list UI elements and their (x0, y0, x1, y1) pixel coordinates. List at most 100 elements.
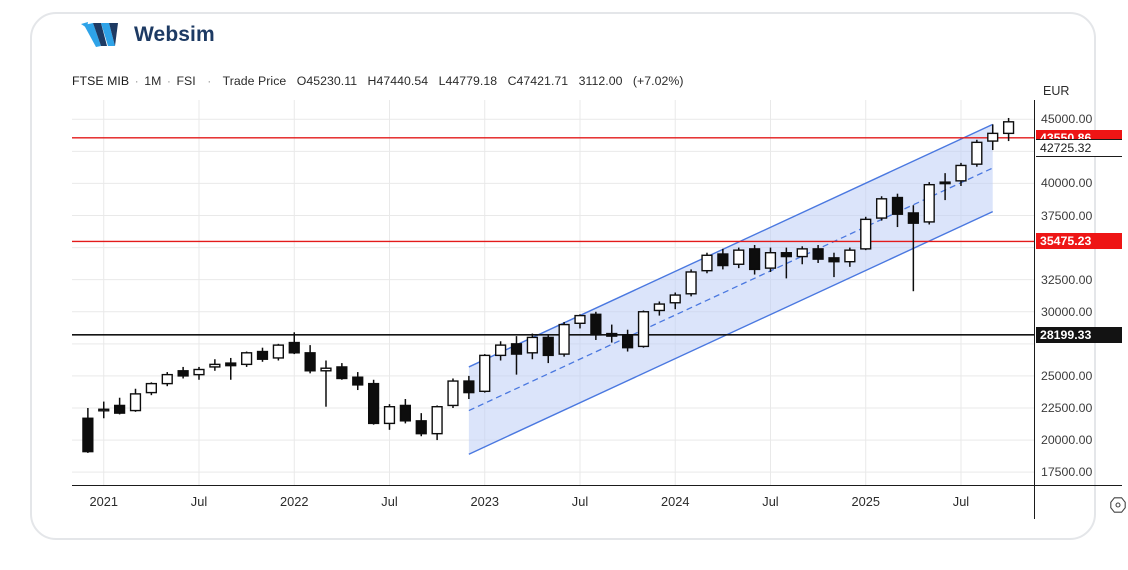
candle (891, 193, 904, 228)
candle (717, 248, 729, 270)
candle-body (225, 362, 237, 367)
candle-body (336, 366, 348, 380)
candle-body (177, 370, 189, 377)
time-tick: 2022 (280, 494, 309, 509)
candle (288, 332, 300, 355)
candle-body (129, 393, 142, 412)
candle-body (669, 294, 681, 304)
price-tick: 17500.00 (1041, 465, 1093, 480)
candle-body (320, 367, 332, 372)
candle (415, 413, 427, 437)
candle-body (637, 311, 650, 348)
candle (923, 182, 935, 225)
timescale-divider (1034, 485, 1036, 519)
candle (431, 405, 443, 441)
candle (304, 345, 316, 374)
price-tick: 30000.00 (1041, 304, 1093, 319)
candle (621, 329, 634, 352)
legend-close-value: 47421.71 (516, 74, 569, 88)
candle (653, 301, 665, 316)
candle-body (479, 354, 491, 393)
legend-interval[interactable]: 1M (144, 74, 162, 88)
candle (114, 397, 126, 415)
candle-body (987, 132, 999, 142)
candle-body (574, 314, 586, 325)
candle-body (860, 218, 872, 250)
time-tick: 2025 (851, 494, 880, 509)
price-tick: 20000.00 (1041, 433, 1093, 448)
candle-body (367, 382, 380, 425)
candle-body (717, 253, 729, 267)
candle (558, 322, 570, 357)
candle-body (494, 344, 507, 357)
candle (828, 252, 840, 278)
price-tick: 37500.00 (1041, 208, 1093, 223)
candle-body (510, 343, 523, 355)
candle (875, 196, 888, 221)
candle-body (542, 336, 554, 357)
candle-body (685, 271, 697, 295)
time-tick: Jul (952, 494, 970, 509)
candle-body (875, 198, 888, 219)
candle (860, 216, 872, 251)
candle (987, 124, 999, 151)
time-tick: Jul (571, 494, 589, 509)
brand-name: Websim (134, 23, 215, 46)
chart-legend[interactable]: FTSE MIB · 1M · FSI · Trade Price O45230… (72, 74, 684, 88)
regression-channel-midline (468, 167, 993, 412)
candle (1002, 117, 1015, 142)
brand-logo[interactable]: Websim (80, 20, 215, 50)
crosshair-target-icon[interactable] (1109, 496, 1127, 514)
candle-body (1002, 121, 1015, 135)
time-tick: 2024 (660, 494, 690, 509)
time-tick: 2021 (89, 494, 118, 509)
candle-body (764, 252, 777, 269)
candle-body (399, 404, 411, 422)
price-scale[interactable]: EUR 45000.00 40000.00 37500.00 32500.00 3000… (1034, 84, 1122, 485)
legend-change-abs: 3112.00 (578, 74, 623, 88)
candle (336, 363, 348, 380)
candle-body (955, 164, 967, 182)
price-tick: 22500.00 (1041, 401, 1093, 415)
candle (240, 351, 253, 367)
candle-body (971, 141, 983, 165)
candle (574, 314, 586, 329)
price-tick: 45000.00 (1041, 112, 1093, 127)
candle-body (431, 406, 443, 435)
candle-body (621, 334, 634, 349)
candle (844, 247, 856, 267)
candle-body (98, 408, 110, 412)
candle (479, 354, 491, 393)
time-scale[interactable]: 2021 Jul 2022 Jul 2023 Jul 2024 Jul 2025 Jul (72, 485, 1126, 519)
candle (161, 372, 173, 387)
candlestick-plot[interactable] (72, 100, 1034, 485)
candle (796, 246, 808, 265)
candle-body (463, 380, 475, 394)
legend-sep-3: · (207, 74, 212, 88)
websim-w-logo-icon (81, 22, 118, 47)
candle-body (733, 249, 745, 265)
candle (367, 379, 380, 425)
candle-body (145, 382, 157, 394)
price-marker-label[interactable]: 28199.33 (1036, 326, 1122, 343)
candle (939, 173, 951, 201)
legend-symbol[interactable]: FTSE MIB (72, 74, 130, 88)
candle (971, 139, 983, 167)
legend-source: Trade Price (222, 74, 287, 88)
chart-card: Websim FTSE MIB · 1M · FSI · Trade Price… (30, 12, 1126, 540)
time-tick: 2023 (470, 494, 499, 509)
plot-svg (72, 100, 1034, 485)
candle-body (304, 352, 316, 372)
candle-body (240, 352, 253, 366)
price-marker-label[interactable]: 35475.23 (1036, 233, 1122, 250)
candle (320, 360, 332, 407)
legend-low-value: 44779.18 (445, 74, 498, 88)
candle (177, 366, 189, 379)
candle-body (939, 181, 951, 185)
candle-body (701, 254, 713, 272)
regression-channel-edge (468, 123, 994, 368)
candle (669, 292, 681, 310)
candle-body (844, 249, 856, 263)
price-marker-label[interactable]: 42725.32 (1036, 139, 1122, 158)
